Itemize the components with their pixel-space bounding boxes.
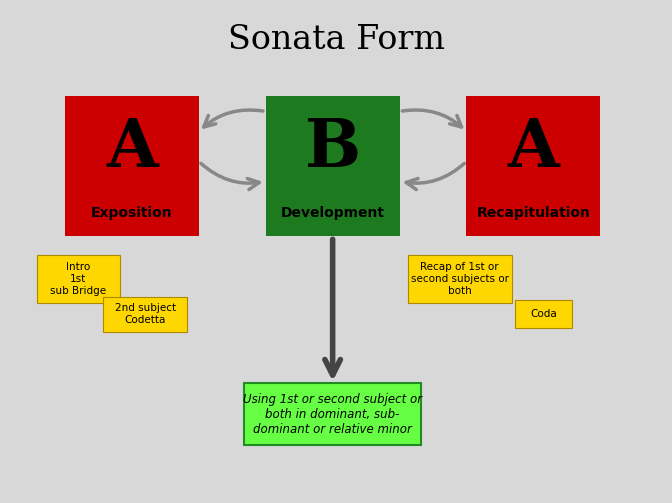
- Text: A: A: [507, 116, 559, 181]
- FancyBboxPatch shape: [36, 255, 120, 303]
- FancyBboxPatch shape: [265, 97, 400, 236]
- Text: Recap of 1st or
second subjects or
both: Recap of 1st or second subjects or both: [411, 263, 509, 296]
- Text: A: A: [106, 116, 158, 181]
- FancyBboxPatch shape: [408, 255, 511, 303]
- Text: Exposition: Exposition: [91, 206, 173, 220]
- Text: Recapitulation: Recapitulation: [476, 206, 591, 220]
- FancyBboxPatch shape: [65, 97, 199, 236]
- FancyBboxPatch shape: [466, 97, 600, 236]
- Text: Sonata Form: Sonata Form: [228, 24, 444, 56]
- Text: Development: Development: [281, 206, 384, 220]
- FancyBboxPatch shape: [515, 300, 572, 328]
- FancyBboxPatch shape: [244, 383, 421, 445]
- Text: B: B: [304, 116, 361, 181]
- FancyBboxPatch shape: [103, 297, 187, 331]
- Text: Intro
1st
sub Bridge: Intro 1st sub Bridge: [50, 263, 106, 296]
- Text: Using 1st or second subject or
both in dominant, sub-
dominant or relative minor: Using 1st or second subject or both in d…: [243, 392, 422, 436]
- Text: Coda: Coda: [530, 309, 557, 319]
- Text: 2nd subject
Codetta: 2nd subject Codetta: [115, 303, 176, 325]
